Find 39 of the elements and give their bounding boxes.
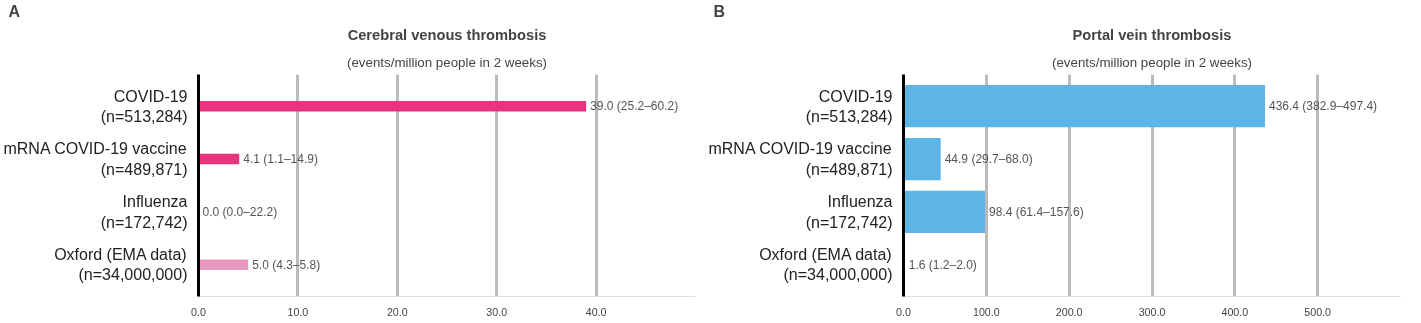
- x-tick-label: 20.0: [386, 305, 408, 318]
- bar: [198, 153, 240, 165]
- y-tick-label: COVID-19 (n=513,284): [805, 87, 893, 125]
- y-tick-label: Influenza (n=172,742): [805, 193, 893, 231]
- y-tick-label: Oxford (EMA data) (n=34,000,000): [759, 246, 893, 284]
- x-tick-label: 0.0: [191, 305, 206, 318]
- x-tick-label: 500.0: [1304, 305, 1332, 318]
- bar: [903, 190, 986, 234]
- y-tick-label: Influenza (n=172,742): [100, 193, 188, 231]
- x-tick-label: 40.0: [585, 305, 607, 318]
- text: A: [8, 2, 21, 20]
- chart-title: Portal vein thrombosis: [1072, 26, 1232, 43]
- x-tick-label: 10.0: [287, 305, 309, 318]
- y-tick-label: Oxford (EMA data) (n=34,000,000): [54, 246, 188, 284]
- bar: [903, 85, 1265, 128]
- data-label: 5.0 (4.3–5.8): [252, 257, 321, 272]
- y-tick-label: mRNA COVID-19 vaccine (n=489,871): [708, 140, 893, 178]
- y-tick-label: COVID-19 (n=513,284): [100, 87, 188, 125]
- data-label: 44.9 (29.7–68.0): [944, 152, 1033, 167]
- chart-subtitle: (events/million people in 2 weeks): [1051, 54, 1253, 70]
- x-tick-label: 200.0: [1055, 305, 1083, 318]
- data-label: 0.0 (0.0–22.2): [202, 204, 278, 219]
- chart-subtitle: (events/million people in 2 weeks): [346, 54, 548, 70]
- x-tick-label: 100.0: [973, 305, 1000, 318]
- y-tick-label: mRNA COVID-19 vaccine (n=489,871): [3, 140, 188, 178]
- data-label: 1.6 (1.2–2.0): [908, 257, 977, 272]
- data-label: 436.4 (382.9–497.4): [1268, 99, 1378, 114]
- text: B: [713, 2, 726, 20]
- bar: [903, 137, 941, 181]
- data-label: 98.4 (61.4–157.6): [989, 204, 1084, 219]
- x-tick-label: 0.0: [896, 305, 911, 318]
- bar: [198, 100, 587, 112]
- x-tick-label: 30.0: [486, 305, 508, 318]
- chart-title: Cerebral venous thrombosis: [347, 26, 547, 43]
- x-tick-label: 300.0: [1138, 305, 1166, 318]
- bar: [198, 259, 249, 271]
- data-label: 39.0 (25.2–60.2): [590, 99, 679, 114]
- data-label: 4.1 (1.1–14.9): [243, 152, 318, 167]
- x-tick-label: 400.0: [1221, 305, 1249, 318]
